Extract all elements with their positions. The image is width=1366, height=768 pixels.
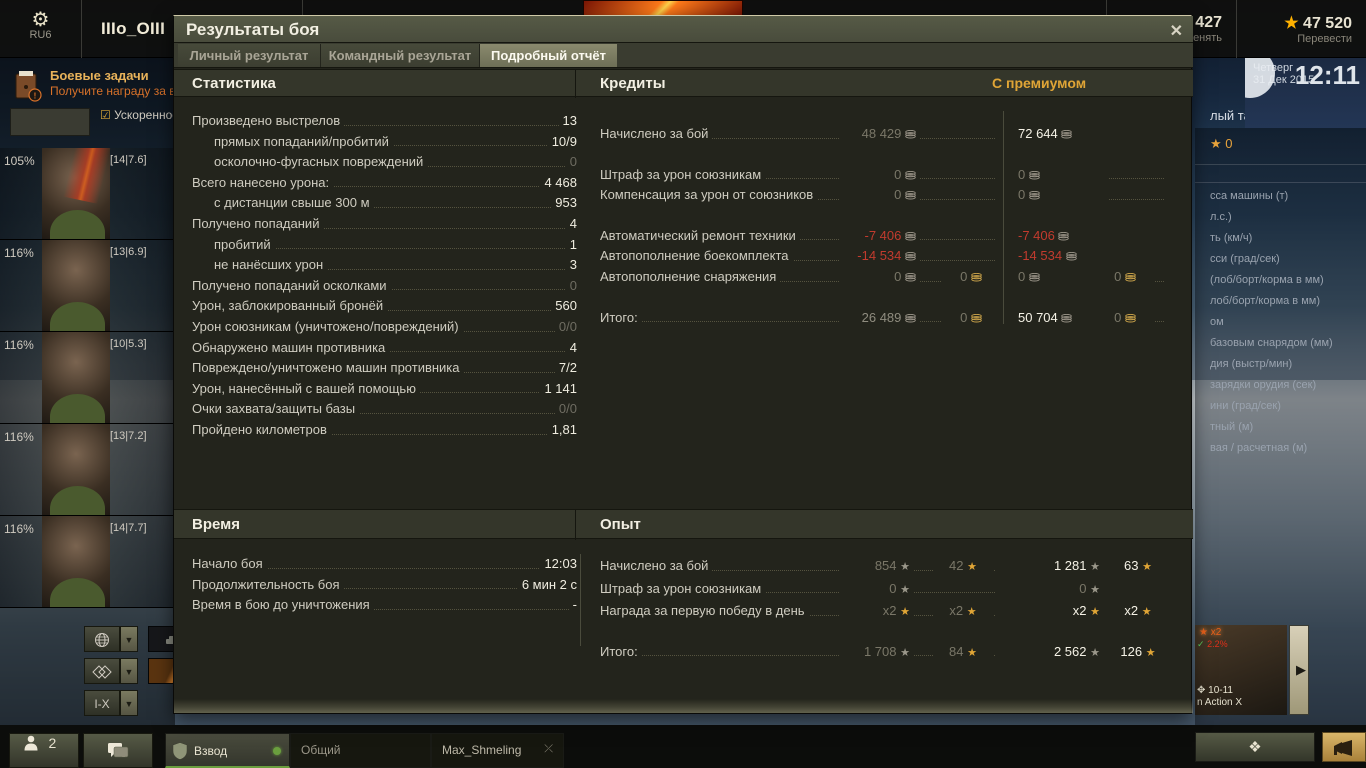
- svg-text:!: !: [34, 92, 37, 101]
